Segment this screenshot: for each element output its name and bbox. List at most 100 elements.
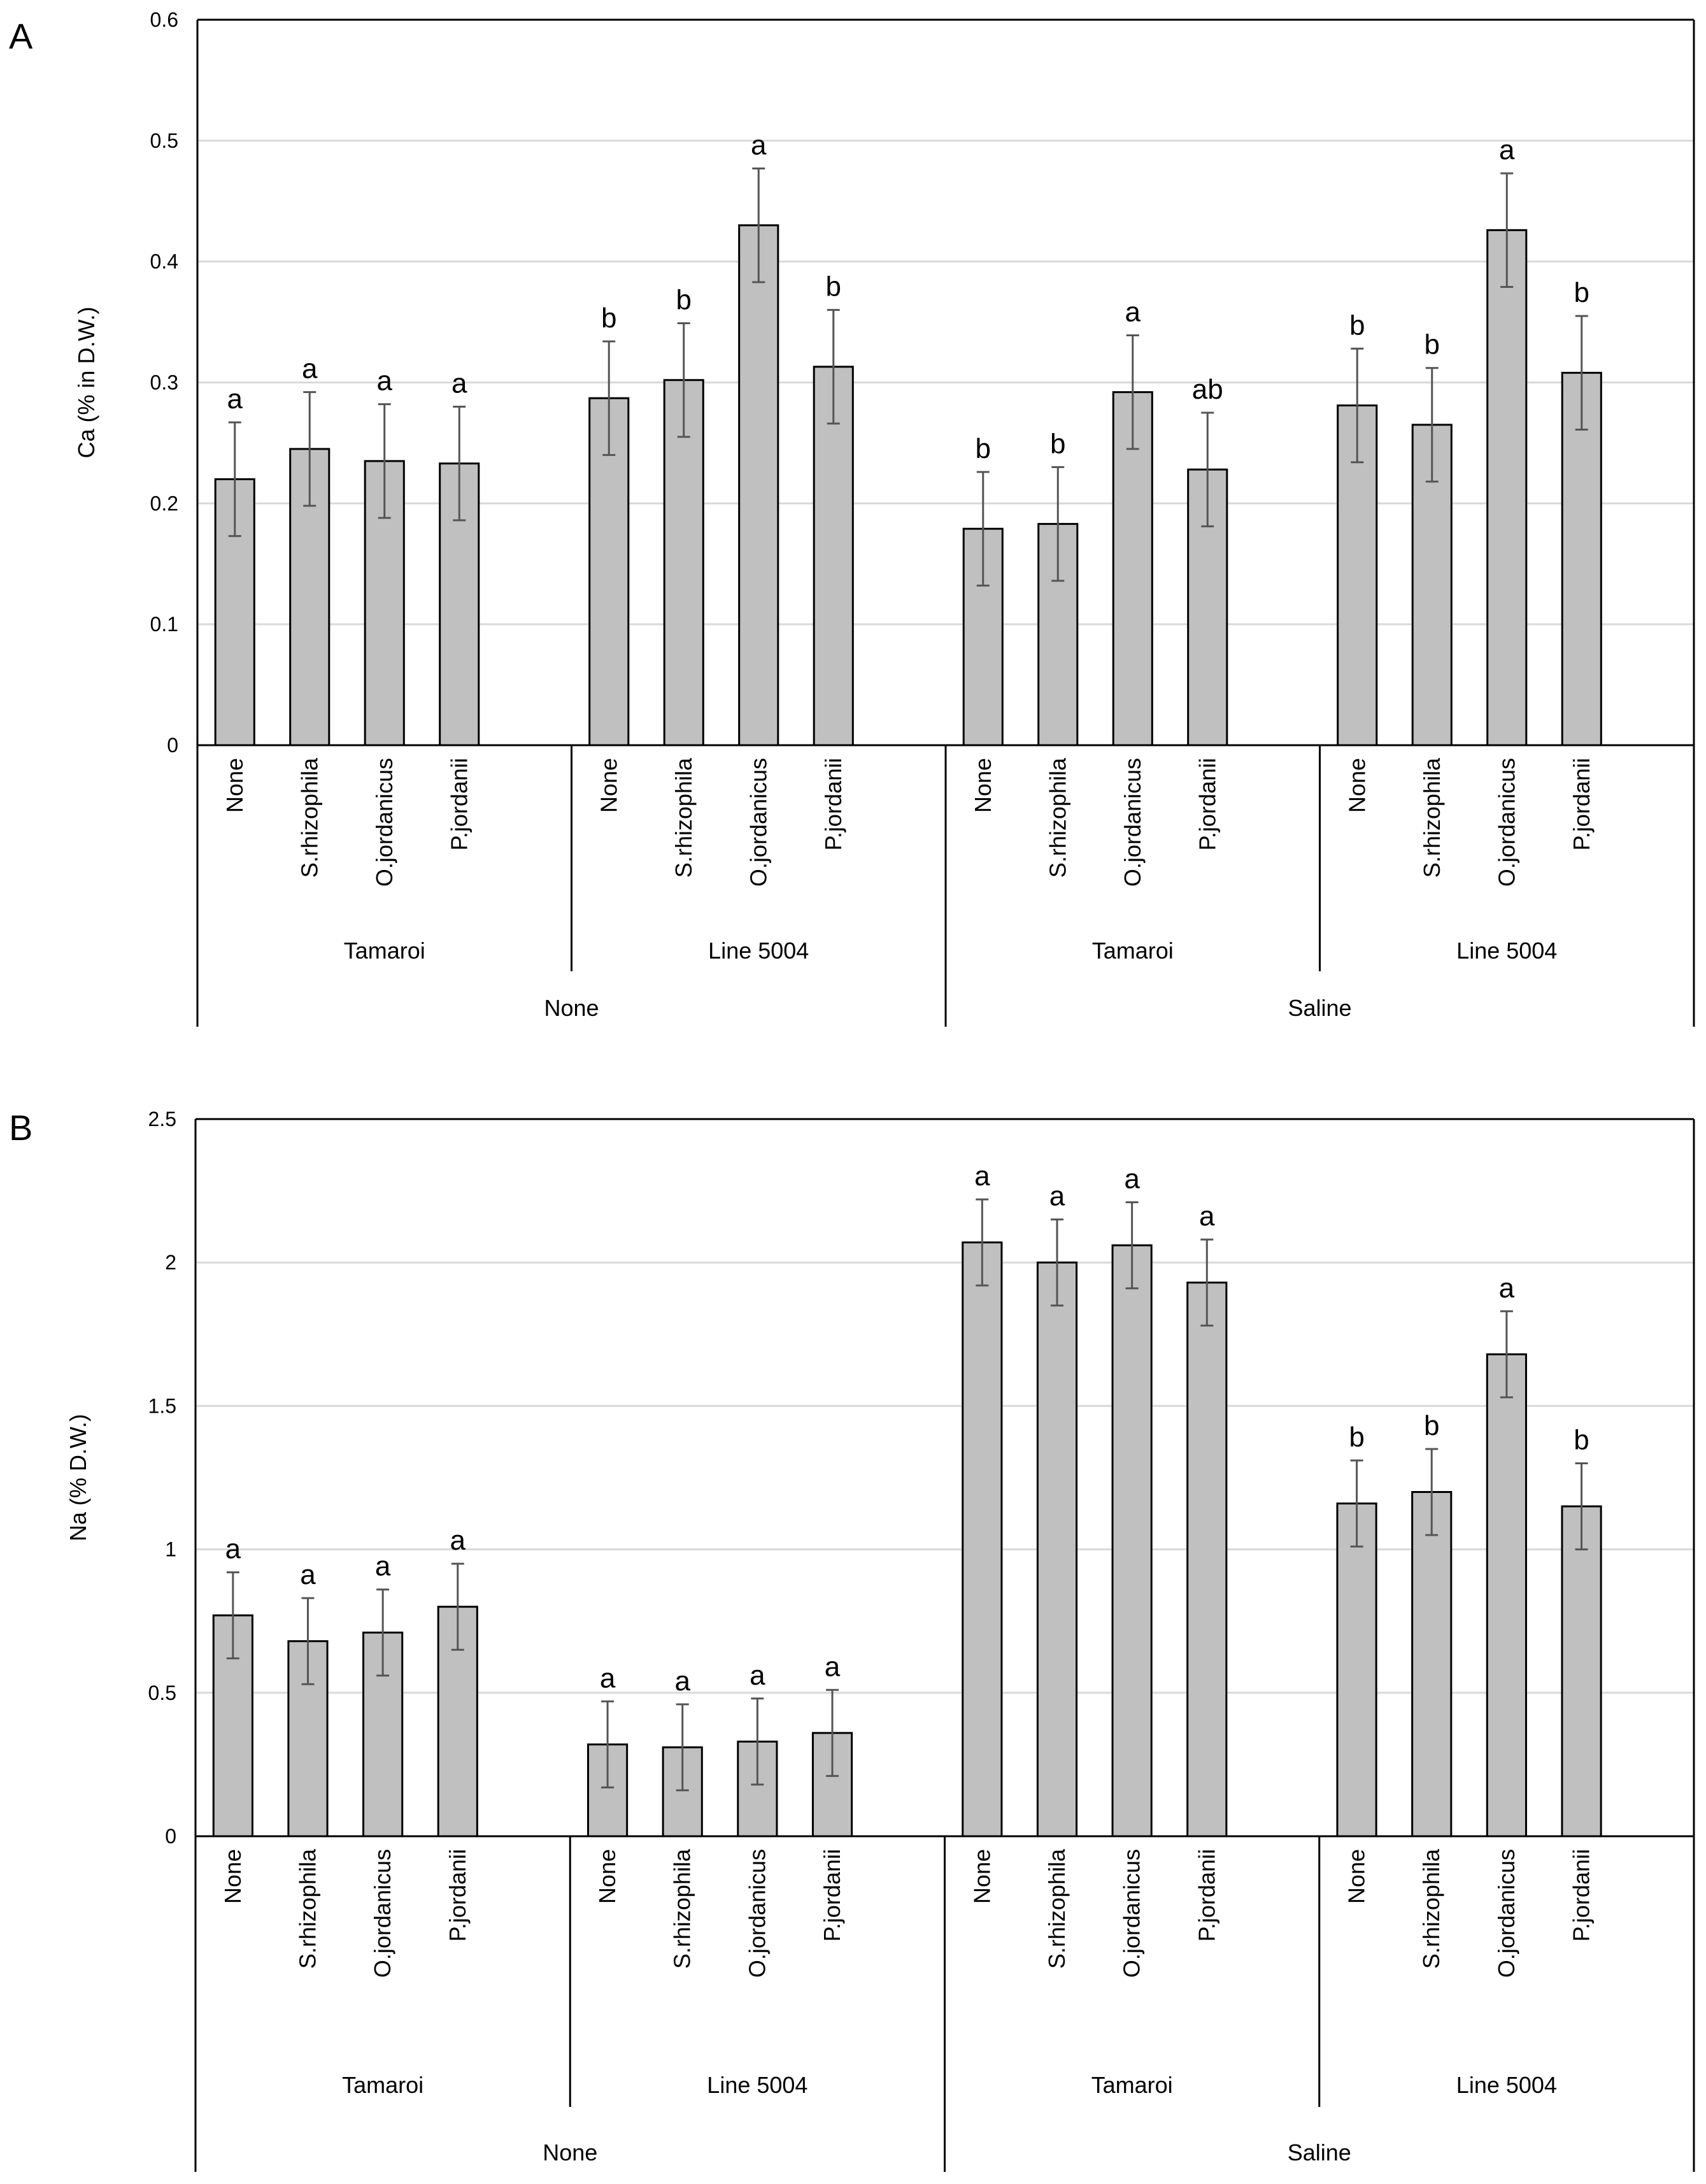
chart-panel-b: B 0 0.5 1 1.5 2 2.5 Na (% D.W.) a None a S.rhizophi… <box>0 1083 1706 2184</box>
y-tick-label: 0.6 <box>150 8 178 31</box>
category-label: O.jordanicus <box>369 1849 395 1978</box>
category-label: P.jordanii <box>1568 1849 1595 1941</box>
y-axis-label: Na (% D.W.) <box>65 1414 91 1541</box>
category-label: S.rhizophila <box>671 757 697 878</box>
condition-label: None <box>544 995 599 1021</box>
category-label: O.jordanicus <box>1493 1849 1519 1978</box>
category-label: None <box>970 758 996 813</box>
condition-label: Saline <box>1288 2139 1351 2166</box>
cultivar-label: Tamaroi <box>1091 2072 1173 2098</box>
significance-label: b <box>826 271 841 303</box>
significance-label: b <box>1574 1424 1589 1455</box>
bar <box>1112 391 1153 746</box>
cultivar-label: Tamaroi <box>344 938 425 964</box>
significance-label: a <box>1499 134 1515 166</box>
bar <box>1186 1281 1228 1838</box>
significance-label: a <box>1124 1164 1140 1195</box>
cultivar-label: Line 5004 <box>1456 2072 1557 2098</box>
bar <box>1111 1244 1153 1838</box>
bar <box>663 379 704 746</box>
category-label: P.jordanii <box>446 758 472 850</box>
significance-label: ab <box>1192 374 1223 405</box>
significance-label: b <box>1349 310 1365 341</box>
significance-label: b <box>676 284 692 315</box>
y-tick-label: 2.5 <box>148 1108 176 1131</box>
category-label: None <box>595 758 622 813</box>
bar <box>586 1743 629 1838</box>
chart-panel-a: A 0 0.1 0.2 0.3 0.4 0.5 0.6 Ca (% in D.W.) a None a… <box>0 0 1706 1045</box>
significance-label: a <box>1199 1201 1215 1232</box>
y-tick-label: 0.5 <box>148 1681 176 1704</box>
category-label: None <box>969 1849 995 1904</box>
condition-label: Saline <box>1288 995 1351 1021</box>
category-label: None <box>220 1849 246 1904</box>
category-label: S.rhizophila <box>1044 757 1070 878</box>
na-bar-chart: B 0 0.5 1 1.5 2 2.5 Na (% D.W.) a None a S.rhizophi… <box>9 1108 1695 2172</box>
significance-label: a <box>750 1660 765 1691</box>
category-label: O.jordanicus <box>1493 758 1519 887</box>
cultivar-label: Line 5004 <box>1456 938 1557 964</box>
y-tick-label: 0 <box>165 1825 176 1848</box>
significance-label: b <box>601 303 616 334</box>
category-label: P.jordanii <box>819 1849 845 1941</box>
category-label: P.jordanii <box>1568 758 1595 850</box>
bar <box>1036 1261 1078 1838</box>
category-label: S.rhizophila <box>294 1848 320 1969</box>
bar <box>1336 1502 1377 1838</box>
bar <box>1187 468 1228 746</box>
y-axis-label: Ca (% in D.W.) <box>73 306 99 458</box>
significance-label: a <box>450 1525 466 1556</box>
y-tick-label: 0.3 <box>150 371 178 394</box>
category-label: None <box>1344 1849 1370 1904</box>
significance-label: a <box>1125 296 1141 327</box>
y-tick-label: 0 <box>167 734 178 757</box>
ca-bar-chart: A 0 0.1 0.2 0.3 0.4 0.5 0.6 Ca (% in D.W.) a None a… <box>9 8 1695 1027</box>
significance-label: a <box>825 1651 841 1682</box>
category-label: P.jordanii <box>1193 1849 1219 1941</box>
category-label: O.jordanicus <box>1119 1849 1145 1978</box>
cultivar-label: Line 5004 <box>707 2072 807 2098</box>
y-tick-label: 0.2 <box>150 492 178 515</box>
significance-label: b <box>1349 1422 1364 1453</box>
significance-label: b <box>1424 1410 1439 1441</box>
significance-label: a <box>600 1662 616 1694</box>
category-label: P.jordanii <box>820 758 846 850</box>
category-label: S.rhizophila <box>1044 1848 1070 1969</box>
bar <box>1411 1491 1453 1838</box>
significance-label: a <box>751 129 767 161</box>
bar <box>588 397 630 746</box>
bar <box>738 224 779 746</box>
y-tick-label: 1.5 <box>148 1394 176 1417</box>
category-label: None <box>1344 758 1370 813</box>
bar <box>364 460 405 746</box>
significance-label: a <box>1049 1181 1065 1212</box>
y-tick-label: 0.1 <box>150 613 178 636</box>
category-label: O.jordanicus <box>745 758 771 887</box>
bar <box>1561 1505 1602 1838</box>
significance-label: a <box>674 1666 690 1697</box>
significance-label: a <box>302 353 318 385</box>
category-label: P.jordanii <box>444 1849 471 1941</box>
cultivar-label: Line 5004 <box>708 938 809 964</box>
y-tick-label: 1 <box>165 1538 176 1561</box>
category-label: S.rhizophila <box>1418 1848 1444 1969</box>
y-tick-label: 2 <box>165 1251 176 1274</box>
category-label: O.jordanicus <box>1120 758 1146 887</box>
bar <box>962 1241 1003 1838</box>
significance-label: a <box>227 383 243 415</box>
cultivar-label: Tamaroi <box>342 2072 423 2098</box>
bar <box>813 366 854 746</box>
category-label: O.jordanicus <box>744 1849 770 1978</box>
panel-letter: B <box>9 1108 32 1148</box>
cultivar-label: Tamaroi <box>1092 938 1174 964</box>
category-label: O.jordanicus <box>371 758 397 887</box>
y-tick-label: 0.4 <box>150 250 178 273</box>
significance-label: a <box>225 1534 241 1565</box>
significance-label: a <box>974 1160 990 1192</box>
category-label: S.rhizophila <box>669 1848 695 1969</box>
category-label: S.rhizophila <box>1419 757 1445 878</box>
category-label: S.rhizophila <box>296 757 322 878</box>
panel-letter: A <box>9 16 33 56</box>
significance-label: b <box>1425 329 1440 360</box>
significance-label: a <box>377 366 393 397</box>
